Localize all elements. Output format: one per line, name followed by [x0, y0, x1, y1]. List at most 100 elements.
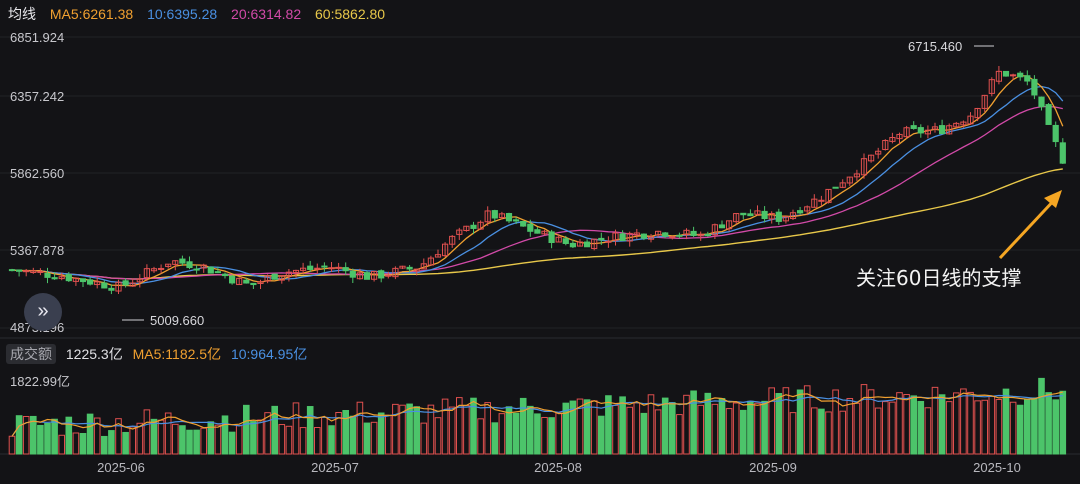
- volume-bar: [775, 392, 783, 455]
- candle-body: [711, 224, 718, 236]
- candle-body: [129, 282, 136, 287]
- ma-legend-title: 均线: [8, 6, 36, 22]
- candle-body: [569, 242, 576, 248]
- ma10-legend: 10:6395.28: [147, 6, 218, 22]
- candle-body: [655, 230, 662, 236]
- volume-bar: [399, 404, 406, 455]
- candle-body: [939, 125, 946, 135]
- support-annotation: 关注60日线的支撑: [856, 266, 1022, 290]
- volume-bar: [661, 397, 669, 455]
- candle-body: [662, 232, 669, 237]
- candle-body: [427, 257, 434, 266]
- candle-body: [406, 266, 413, 270]
- grid-lines: [0, 36, 1080, 455]
- candle-body: [30, 270, 37, 273]
- volume-bar: [960, 388, 967, 455]
- volume-bar: [1031, 397, 1038, 455]
- volume-bar: [690, 390, 697, 455]
- candle-body: [598, 237, 605, 241]
- volume-bar: [583, 399, 591, 455]
- candle-body: [342, 267, 349, 272]
- expand-nav-button[interactable]: »: [24, 293, 62, 331]
- volume-bar: [917, 400, 925, 455]
- candle-body: [718, 224, 726, 229]
- volume-bar: [654, 409, 662, 455]
- volume-bar: [512, 412, 520, 455]
- volume-bar: [541, 416, 548, 455]
- volume-bar: [711, 403, 719, 455]
- candle-body: [477, 221, 484, 230]
- volume-bar: [221, 415, 229, 455]
- candle-body: [314, 267, 321, 270]
- volume-bar: [882, 401, 889, 455]
- candle-body: [527, 223, 534, 232]
- volume-bar: [967, 391, 974, 455]
- volume-bar: [44, 422, 51, 455]
- volume-bar: [377, 412, 385, 455]
- candle-body: [285, 271, 292, 277]
- candle-body: [349, 270, 356, 278]
- candle-body: [456, 229, 463, 235]
- volume-bar: [605, 395, 612, 455]
- volume-bar: [633, 402, 641, 455]
- candle-body: [974, 107, 981, 119]
- volume-bar: [747, 400, 754, 455]
- candle-body: [200, 264, 207, 269]
- volume-bar: [676, 414, 683, 455]
- candle-body: [839, 182, 846, 188]
- volume-bar: [740, 409, 747, 455]
- volume-bar: [228, 431, 236, 455]
- volume-bar: [86, 413, 94, 455]
- volume-bars: [8, 377, 1067, 455]
- volume-bar: [534, 413, 541, 455]
- volume-bar: [527, 405, 534, 455]
- x-tick-aug: 2025-08: [534, 460, 582, 475]
- volume-bar: [903, 394, 910, 455]
- candle-body: [868, 154, 875, 162]
- candle-body: [889, 137, 896, 142]
- candle-body: [193, 268, 200, 271]
- volume-bar: [342, 410, 349, 455]
- candle-body: [960, 121, 967, 126]
- volume-bar: [910, 395, 918, 455]
- candle-body: [747, 213, 754, 217]
- candle-body: [669, 236, 676, 239]
- volume-bar: [519, 397, 527, 455]
- candle-body: [449, 235, 456, 245]
- candle-body: [371, 270, 378, 280]
- volume-bar: [484, 402, 491, 455]
- volume-bar: [257, 419, 264, 455]
- candle-body: [292, 269, 300, 274]
- volume-bar: [243, 404, 250, 455]
- volume-bar: [555, 412, 563, 455]
- volume-bar: [761, 400, 768, 455]
- volume-bar: [598, 415, 605, 455]
- candle-body: [463, 225, 470, 231]
- candle-body: [150, 268, 158, 272]
- candle-body: [605, 240, 612, 243]
- candle-body: [832, 186, 839, 189]
- volume-bar: [839, 410, 847, 455]
- candle-body: [136, 278, 143, 283]
- volume-bar: [200, 427, 207, 455]
- volume-bar: [22, 415, 30, 455]
- candle-body: [51, 277, 58, 280]
- volume-bar: [51, 418, 58, 455]
- volume-bar: [186, 429, 193, 455]
- candle-body: [584, 241, 591, 248]
- candle-body: [924, 129, 931, 135]
- x-tick-jul: 2025-07: [311, 460, 359, 475]
- volume-bar: [938, 394, 946, 455]
- volume-bar: [612, 404, 619, 455]
- volume-ma-lines: [11, 391, 1063, 437]
- candle-body: [860, 158, 868, 176]
- candle-body: [207, 266, 214, 274]
- candle-body: [378, 270, 385, 279]
- volume-bar: [874, 407, 882, 455]
- candle-body: [676, 234, 683, 237]
- candle-body: [633, 232, 640, 236]
- candle-body: [442, 243, 449, 257]
- candle-body: [761, 210, 768, 220]
- candles: [8, 66, 1066, 295]
- volume-bar: [250, 421, 257, 455]
